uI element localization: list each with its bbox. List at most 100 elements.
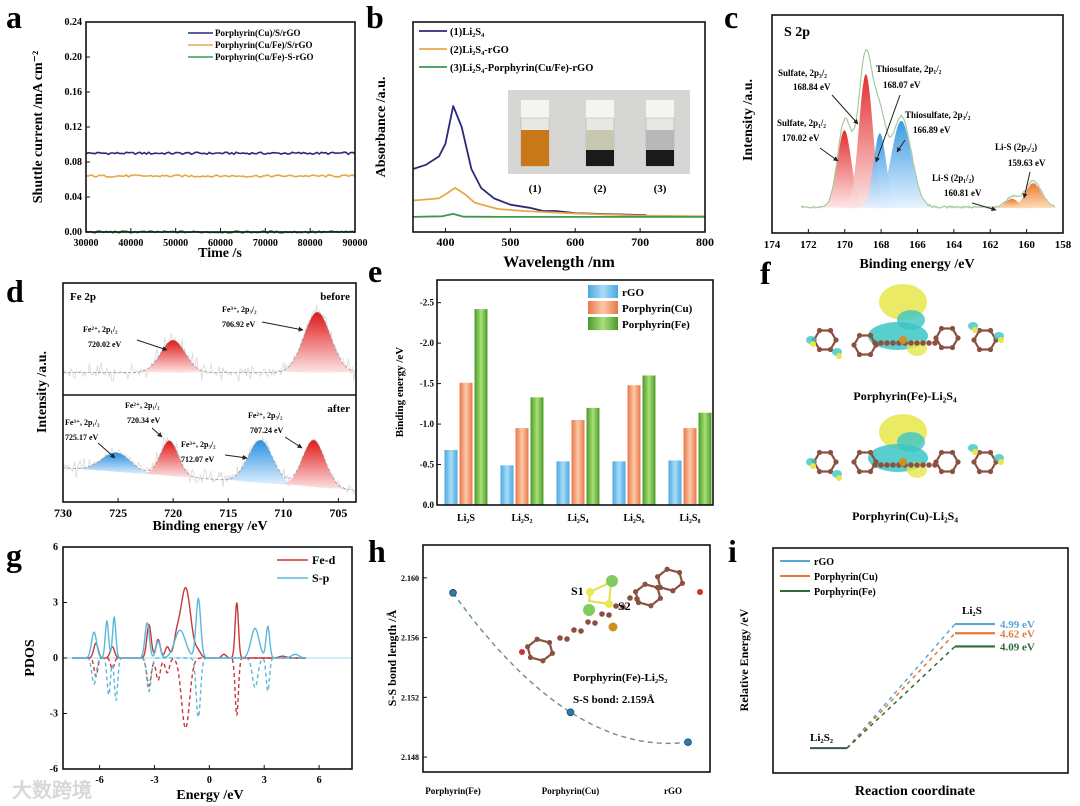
carbon-atom — [938, 449, 945, 456]
x-tick-label: 725 — [109, 506, 127, 520]
bar-porphyrincu-4 — [683, 428, 697, 505]
bar-rgo-1 — [500, 465, 514, 505]
y-tick-label: 3 — [53, 598, 58, 609]
panel-letter-b: b — [366, 0, 384, 35]
carbon-atom — [632, 589, 639, 595]
fitted-peak — [224, 440, 297, 486]
subpanel-label: after — [327, 403, 350, 415]
peak-value: 170.02 eV — [782, 133, 820, 143]
carbon-atom — [933, 335, 939, 341]
panel-e-binding-energy: rGO Porphyrin(Cu) Porphyrin(Fe) 0.0 -0.5 -1.0… — [394, 279, 714, 524]
carbon-atom — [890, 340, 896, 346]
legend-label: Porphyrin(Cu/Fe)/S/rGO — [215, 40, 313, 50]
x-tick-label: 170 — [837, 239, 854, 251]
oxygen-atom — [519, 649, 525, 655]
x-tick-label: 60000 — [208, 238, 233, 249]
x-axis-label: Wavelength /nm — [503, 254, 615, 271]
bar-porphyrinfe-1 — [530, 397, 544, 505]
bar-porphyrinfe-2 — [586, 407, 600, 505]
carbon-atom — [578, 628, 584, 634]
subpanel-label: before — [320, 291, 350, 303]
peak-label: Sulfate, 2p₃/₂ — [778, 68, 827, 78]
bar-porphyrinfe-3 — [642, 375, 656, 505]
y-tick-label: -2.0 — [420, 338, 435, 348]
x-tick-label: 720 — [164, 506, 182, 520]
y-tick-label: 0.0 — [423, 500, 435, 510]
carbon-atom — [833, 337, 839, 343]
charge-blob-small — [972, 449, 978, 455]
charge-blob-small — [836, 475, 842, 481]
peak-value: 168.84 eV — [793, 82, 831, 92]
legend-label: Porphyrin(Cu) — [814, 572, 878, 583]
structure-label: Porphyrin(Fe)-Li₂S₄ — [853, 389, 957, 403]
peak-value: 168.07 eV — [883, 80, 921, 90]
legend-label: Porphyrin(Cu/Fe)-S-rGO — [215, 52, 314, 62]
phenyl-ring — [972, 451, 998, 473]
vial-sediment — [521, 150, 549, 166]
x-tick-label: 160 — [1018, 239, 1035, 251]
carbon-atom — [557, 635, 563, 641]
legend-swatch — [588, 317, 618, 330]
series-line-0 — [85, 151, 356, 156]
y-tick-label: 0.20 — [65, 52, 83, 63]
peak-value: 160.81 eV — [944, 188, 982, 198]
carbon-atom — [856, 351, 863, 358]
panel-letter-h: h — [368, 533, 386, 569]
envelope-curve — [800, 49, 1056, 210]
carbon-atom — [648, 603, 654, 609]
fitted-peak-3 — [869, 120, 934, 209]
peak-label: Fe²⁺, 2p₁/₂ — [125, 401, 160, 410]
series-line-2 — [412, 213, 705, 218]
structure-label: Porphyrin(Fe)-Li₂S₂ — [573, 672, 668, 684]
charge-blob-small — [836, 353, 842, 359]
carbon-atom — [914, 340, 920, 346]
charge-depletion-blob — [897, 310, 925, 330]
carbon-atom — [534, 636, 540, 642]
carbon-atom — [867, 449, 874, 456]
carbon-atom — [613, 603, 619, 609]
peak-label: Thiosulfate, 2p₁/₂ — [876, 64, 942, 74]
fe-atom — [608, 622, 618, 632]
peak-value: 706.92 eV — [222, 320, 256, 329]
carbon-atom — [884, 462, 890, 468]
series-line-0 — [412, 105, 647, 217]
x-tick-label: rGO — [664, 786, 682, 796]
carbon-atom — [987, 346, 994, 353]
trend-curve — [452, 592, 689, 745]
carbon-atom — [654, 574, 661, 580]
carbon-atom — [827, 468, 834, 475]
phenyl-ring — [812, 329, 838, 351]
charge-blob-small — [972, 327, 978, 333]
vial-cap — [646, 100, 674, 118]
carbon-atom — [670, 588, 676, 594]
x-tick-label: 174 — [764, 239, 781, 251]
annotation-arrow — [971, 202, 997, 212]
y-tick-label: 2.156 — [401, 634, 419, 643]
x-tick-label: -3 — [150, 775, 158, 786]
carbon-atom — [816, 449, 823, 456]
carbon-atom — [987, 468, 994, 475]
transition-line-1 — [846, 632, 956, 749]
panel-letter-i: i — [728, 533, 737, 569]
legend-label: (2)Li₂S₄-rGO — [450, 45, 509, 56]
peak-label: Li-S (2p₁/₂) — [932, 173, 974, 183]
carbon-atom — [867, 468, 874, 475]
x-tick-label: Porphyrin(Fe) — [425, 786, 481, 796]
y-tick-label: -1.5 — [420, 379, 435, 389]
sulfur-atom — [605, 600, 613, 608]
structure-label: Porphyrin(Cu)-Li₂S₄ — [852, 509, 958, 523]
watermark: 大数跨境 — [12, 778, 92, 802]
x-tick-label: 172 — [800, 239, 817, 251]
x-tick-label: 168 — [873, 239, 890, 251]
carbon-atom — [872, 340, 878, 346]
carbon-atom — [599, 611, 605, 617]
carbon-atom — [908, 340, 914, 346]
peak-value: 166.89 eV — [913, 125, 951, 135]
spectrum-title: S 2p — [784, 25, 810, 40]
carbon-atom — [549, 650, 556, 656]
carbon-atom — [938, 344, 945, 351]
carbon-atom — [976, 449, 983, 456]
plot-frame — [62, 282, 357, 503]
carbon-atom — [976, 346, 983, 353]
carbon-atom — [634, 596, 640, 602]
